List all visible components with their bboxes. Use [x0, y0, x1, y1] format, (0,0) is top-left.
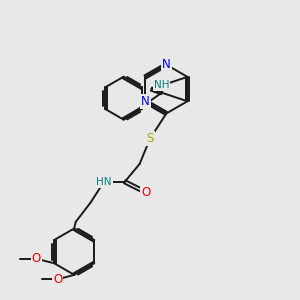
Text: O: O: [32, 252, 41, 265]
Text: O: O: [53, 273, 62, 286]
Text: NH: NH: [154, 80, 170, 90]
Text: S: S: [146, 132, 154, 145]
Text: N: N: [162, 58, 171, 71]
Text: HN: HN: [96, 177, 112, 187]
Text: N: N: [141, 95, 150, 108]
Text: O: O: [141, 186, 150, 199]
